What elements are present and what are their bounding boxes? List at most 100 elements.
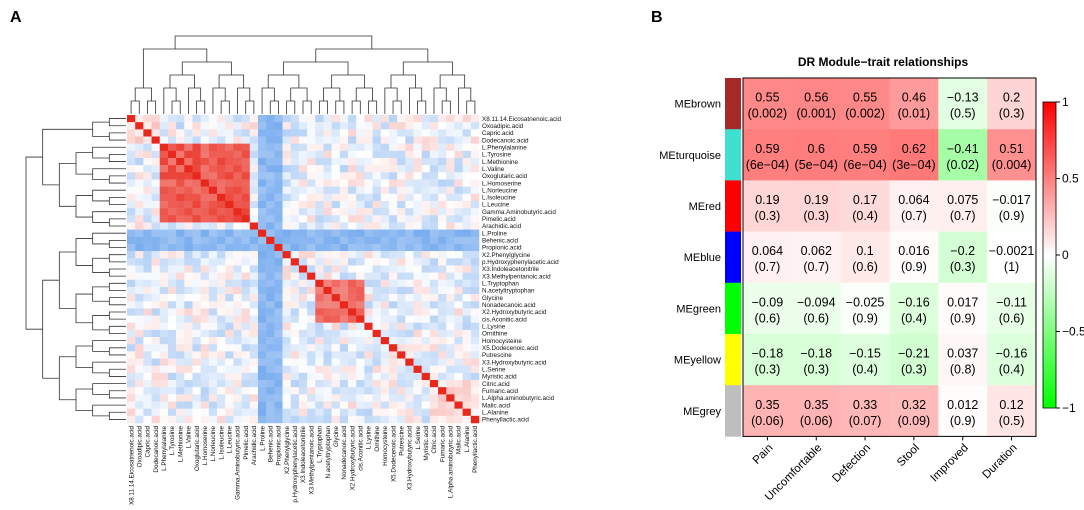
heatmap-cell [167,179,177,187]
heatmap-cell [233,344,242,352]
heatmap-cell [339,236,349,245]
heatmap-cell [135,265,144,273]
heatmap-cell [200,193,210,202]
heatmap-cell [274,136,283,144]
heatmap-cell [438,286,447,295]
heatmap-cell [290,208,300,216]
heatmap-cell [462,186,472,195]
heatmap-cell [364,186,373,195]
heatmap-cell [372,243,382,252]
heatmap-cell [315,186,324,195]
heatmap-cell [233,150,242,159]
heatmap-cell [192,229,201,238]
heatmap-cell [364,408,373,417]
heatmap-cell [192,243,201,252]
heatmap-cell [454,200,463,209]
heatmap-cell [176,236,185,245]
column-label: L.Norleucine [210,426,217,462]
heatmap-cell [470,315,480,323]
heatmap-cell [348,286,357,295]
heatmap-cell [405,172,414,180]
heatmap-cell [184,308,193,316]
heatmap-cell [225,136,234,144]
heatmap-cell [315,229,324,238]
correlation-value: 0.51 [999,142,1023,156]
heatmap-cell [356,243,365,252]
heatmap-cell [348,115,357,123]
heatmap-cell [282,358,291,366]
correlation-value: 0.6 [808,142,825,156]
heatmap-cell [135,229,144,238]
heatmap-cell [307,150,316,159]
heatmap-cell [405,286,414,295]
heatmap-cell [249,372,259,381]
heatmap-cell [470,251,480,259]
heatmap-cell [217,329,226,338]
heatmap-cell [208,394,218,402]
row-label: p.Hydroxyphenylacetic.acid [482,259,559,266]
heatmap-cell [167,294,177,302]
heatmap-cell [380,129,390,137]
trait-label: Duration [980,442,1019,481]
heatmap-cell [184,380,193,388]
heatmap-cell [348,229,357,238]
heatmap-cell [249,329,259,338]
heatmap-cell [454,337,463,345]
heatmap-cell [274,380,283,388]
heatmap-cell [470,222,480,230]
heatmap-cell [143,222,152,230]
heatmap-cell [380,394,390,402]
heatmap-cell [249,150,259,159]
heatmap-cell [266,286,275,295]
heatmap-cell [348,279,357,288]
heatmap-cell [454,229,463,238]
heatmap-cell [151,129,160,137]
heatmap-cell [470,294,480,302]
heatmap-cell [421,322,431,331]
heatmap-cell [184,394,193,402]
heatmap-cell [176,380,185,388]
heatmap-cell [323,122,332,130]
heatmap-cell [413,222,422,230]
heatmap-cell [446,387,455,395]
heatmap-cell [405,143,414,152]
dendrogram-branch [75,152,93,175]
correlation-value: −0.21 [898,347,930,361]
heatmap-cell [421,129,431,137]
module-trait-cell [840,334,890,386]
correlation-value: −0.16 [898,295,930,309]
heatmap-cell [339,308,349,316]
heatmap-cell [356,200,365,209]
heatmap-cell [200,236,210,245]
correlation-value: 0.55 [853,91,877,105]
heatmap-cell [127,186,136,195]
heatmap-cell [127,408,136,417]
heatmap-cell [331,115,341,123]
heatmap-cell [167,329,177,338]
heatmap-cell [307,258,316,266]
heatmap-cell [274,172,283,180]
heatmap-cell [454,365,463,374]
heatmap-cell [429,251,439,259]
heatmap-cell [241,279,251,288]
heatmap-cell [143,351,152,359]
heatmap-cell [348,301,357,309]
heatmap-cell [380,258,390,266]
heatmap-cell [331,258,341,266]
heatmap-cell [290,229,300,238]
dendrogram-branch [108,325,126,334]
heatmap-cell [421,351,431,359]
heatmap-cell [127,243,136,252]
heatmap-cell [470,172,480,180]
heatmap-cell [192,372,201,381]
heatmap-cell [339,272,349,280]
heatmap-cell [249,315,259,323]
heatmap-cell [274,344,283,352]
heatmap-cell [217,294,226,302]
heatmap-cell [323,172,332,180]
heatmap-cell [135,387,144,395]
column-label: L.Valine [186,426,193,449]
heatmap-cell [298,344,308,352]
heatmap-cell [192,200,201,209]
heatmap-cell [266,193,275,202]
